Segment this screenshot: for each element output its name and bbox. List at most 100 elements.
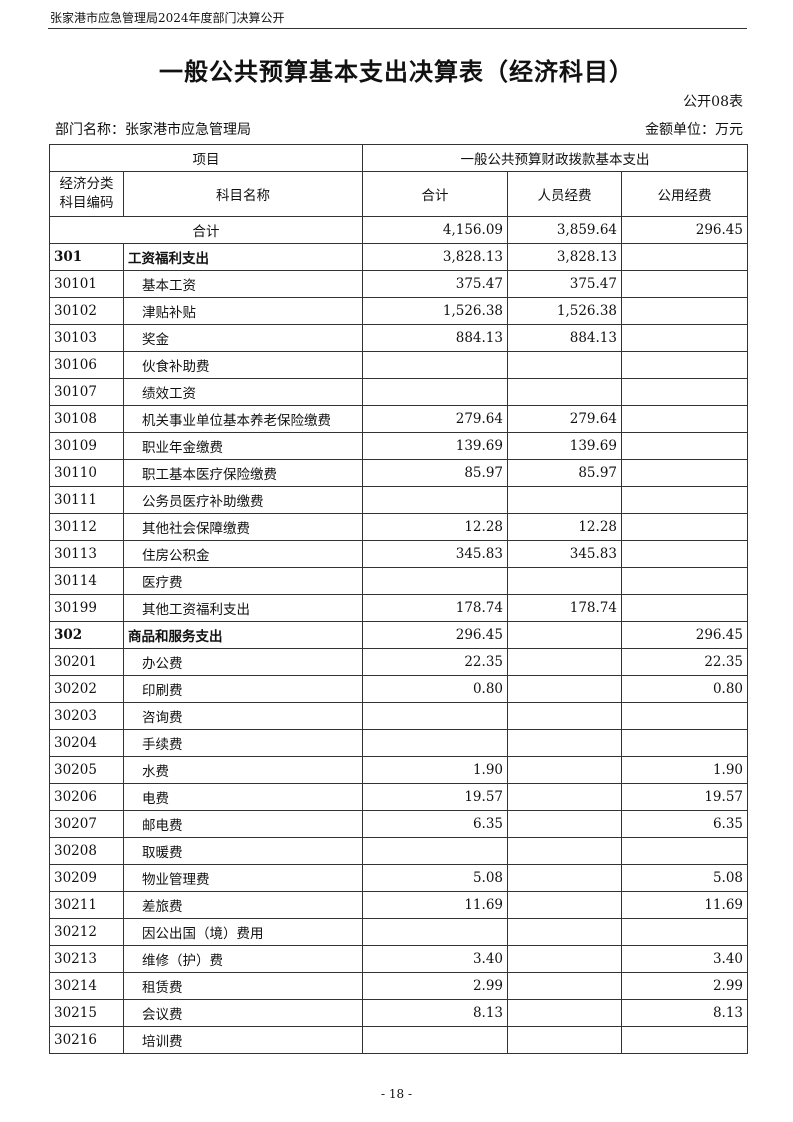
amount: 11.69 [362, 891, 508, 919]
amount: 884.13 [362, 324, 508, 352]
amount: 296.45 [362, 621, 508, 649]
code: 30213 [49, 945, 124, 973]
amount: 375.47 [507, 270, 622, 298]
empty-cell [621, 270, 748, 298]
empty-cell [507, 999, 622, 1027]
empty-cell [507, 783, 622, 811]
amount: 5.08 [621, 864, 748, 892]
item-name: 住房公积金 [123, 540, 363, 568]
code: 30111 [49, 486, 124, 514]
data-row: 301 工资福利支出 3,828.13 3,828.13 [49, 243, 748, 271]
data-row: 30106 伙食补助费 [49, 351, 748, 379]
amount: 11.69 [621, 891, 748, 919]
head-cell: 合计 [362, 171, 508, 217]
empty-cell [621, 378, 748, 406]
data-row: 30212 因公出国（境）费用 [49, 918, 748, 946]
item-name: 伙食补助费 [123, 351, 363, 379]
item-name: 职工基本医疗保险缴费 [123, 459, 363, 487]
head-row: 经济分类 科目编码 科目名称 合计 人员经费 公用经费 [49, 171, 748, 217]
amount: 3,859.64 [507, 216, 622, 244]
item-name: 奖金 [123, 324, 363, 352]
code: 30214 [49, 972, 124, 1000]
empty-cell [507, 1026, 622, 1054]
code: 30106 [49, 351, 124, 379]
data-row: 30112 其他社会保障缴费 12.28 12.28 [49, 513, 748, 541]
code: 30112 [49, 513, 124, 541]
empty-cell [362, 351, 508, 379]
head-cell: 科目名称 [123, 171, 363, 217]
data-row: 302 商品和服务支出 296.45 296.45 [49, 621, 748, 649]
table-body: 项目 一般公共预算财政拨款基本支出 经济分类 科目编码 科目名称 合计 人员经费… [49, 144, 748, 1054]
amount: 345.83 [507, 540, 622, 568]
empty-cell [621, 351, 748, 379]
empty-cell [621, 702, 748, 730]
amount: 3.40 [362, 945, 508, 973]
department: 部门名称：张家港市应急管理局 [55, 122, 251, 138]
empty-cell [507, 702, 622, 730]
empty-cell [507, 945, 622, 973]
data-row: 30108 机关事业单位基本养老保险缴费 279.64 279.64 [49, 405, 748, 433]
code: 302 [49, 621, 124, 649]
empty-cell [507, 972, 622, 1000]
amount: 2.99 [621, 972, 748, 1000]
amount: 12.28 [362, 513, 508, 541]
empty-cell [621, 594, 748, 622]
empty-cell [621, 837, 748, 865]
empty-cell [507, 729, 622, 757]
head-cell: 人员经费 [507, 171, 622, 217]
empty-cell [507, 756, 622, 784]
empty-cell [621, 432, 748, 460]
code: 30211 [49, 891, 124, 919]
empty-cell [507, 675, 622, 703]
empty-cell [507, 486, 622, 514]
code: 30102 [49, 297, 124, 325]
code: 30202 [49, 675, 124, 703]
empty-cell [362, 702, 508, 730]
code: 30203 [49, 702, 124, 730]
code: 30207 [49, 810, 124, 838]
code: 301 [49, 243, 124, 271]
head-cell: 经济分类 科目编码 [49, 171, 124, 217]
item-name: 水费 [123, 756, 363, 784]
item-name: 会议费 [123, 999, 363, 1027]
item-name: 维修（护）费 [123, 945, 363, 973]
amount: 6.35 [621, 810, 748, 838]
empty-cell [507, 810, 622, 838]
empty-cell [507, 837, 622, 865]
item-name: 培训费 [123, 1026, 363, 1054]
item-name: 津贴补贴 [123, 297, 363, 325]
amount: 1.90 [362, 756, 508, 784]
data-row: 30107 绩效工资 [49, 378, 748, 406]
data-row: 30211 差旅费 11.69 11.69 [49, 891, 748, 919]
amount: 8.13 [621, 999, 748, 1027]
amount: 375.47 [362, 270, 508, 298]
empty-cell [621, 324, 748, 352]
data-row: 30110 职工基本医疗保险缴费 85.97 85.97 [49, 459, 748, 487]
item-name: 取暖费 [123, 837, 363, 865]
empty-cell [621, 459, 748, 487]
code: 30206 [49, 783, 124, 811]
amount: 279.64 [507, 405, 622, 433]
empty-cell [621, 1026, 748, 1054]
amount: 22.35 [621, 648, 748, 676]
code: 30103 [49, 324, 124, 352]
item-name: 物业管理费 [123, 864, 363, 892]
page-number: - 18 - [380, 1087, 412, 1101]
amount: 85.97 [507, 459, 622, 487]
item-name: 其他社会保障缴费 [123, 513, 363, 541]
empty-cell [507, 891, 622, 919]
data-row: 30216 培训费 [49, 1026, 748, 1054]
code: 30212 [49, 918, 124, 946]
amount: 178.74 [507, 594, 622, 622]
expense-table: 项目 一般公共预算财政拨款基本支出 经济分类 科目编码 科目名称 合计 人员经费… [49, 144, 748, 1054]
data-row: 30109 职业年金缴费 139.69 139.69 [49, 432, 748, 460]
empty-cell [362, 837, 508, 865]
head-cell: 项目 [49, 144, 363, 172]
data-row: 30214 租赁费 2.99 2.99 [49, 972, 748, 1000]
amount: 0.80 [362, 675, 508, 703]
code: 30199 [49, 594, 124, 622]
data-row: 30209 物业管理费 5.08 5.08 [49, 864, 748, 892]
empty-cell [362, 918, 508, 946]
item-name: 公务员医疗补助缴费 [123, 486, 363, 514]
item-name: 工资福利支出 [123, 243, 363, 271]
